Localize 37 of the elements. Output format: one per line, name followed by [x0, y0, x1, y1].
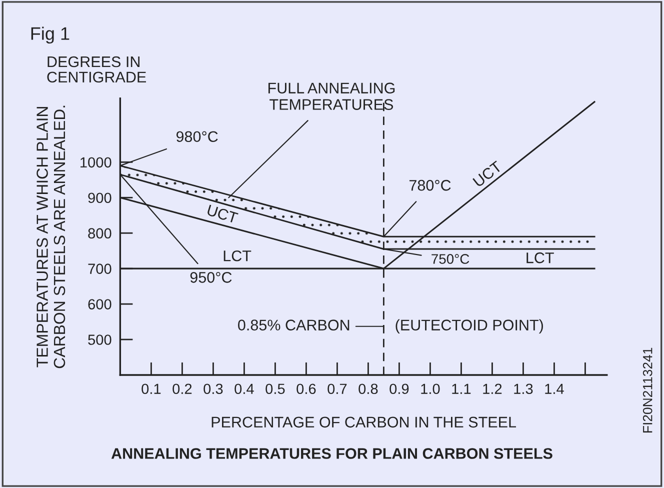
annotation: FULL ANNEALING TEMPERATURES: [268, 82, 395, 110]
y-axis-title: TEMPERATURES AT WHICH PLAIN CARBON STEELS ARE ANNEALED.: [36, 106, 66, 368]
x-tick-label: 1.3: [514, 384, 533, 394]
x-tick-label: 1.4: [545, 384, 564, 394]
annotation: 980°C: [176, 131, 218, 142]
x-tick-label: 0.5: [266, 384, 285, 394]
annotation: 750°C: [432, 254, 470, 264]
annotation: (EUTECTOID POINT): [396, 319, 543, 334]
x-tick-label: 1.2: [483, 384, 502, 394]
x-tick-label: 0.8: [358, 384, 378, 394]
x-tick-label: 0.1: [142, 384, 161, 394]
x-tick-label: 1.0: [421, 384, 440, 394]
annotation: UCT: [472, 160, 503, 188]
annotation: LCT: [526, 252, 554, 264]
x-tick-label: 0.2: [172, 384, 192, 394]
x-tick-label: 0.6: [296, 384, 316, 394]
y-tick-label: 800: [88, 228, 112, 239]
caption: Fig 1: [31, 26, 70, 44]
x-tick-label: 1.1: [452, 384, 471, 394]
y-tick-label: 700: [88, 264, 112, 274]
x-tick-label: 0.4: [234, 384, 254, 394]
x-tick-label: 0.3: [204, 384, 223, 394]
annotation: 950°C: [190, 272, 232, 283]
annotation: 780°C: [409, 180, 451, 191]
x-axis-title: PERCENTAGE OF CARBON IN THE STEEL: [212, 416, 516, 428]
y-tick-label: 600: [88, 299, 112, 310]
y-tick-label: 1000: [80, 157, 112, 168]
annotation: LCT: [224, 250, 252, 262]
text: ANNEALING TEMPERATURES FOR PLAIN CARBON STEELS: [111, 448, 552, 459]
x-tick-label: 0.7: [328, 384, 347, 394]
ref-line-label: 0.85% CARBON: [238, 320, 350, 330]
text: FI20N2113241: [642, 348, 652, 432]
x-tick-label: 0.9: [390, 384, 409, 394]
y-tick-label: 900: [88, 192, 112, 204]
y-tick-label: 500: [88, 334, 112, 345]
annotation: UCT: [206, 204, 238, 224]
text: DEGREES IN CENTIGRADE: [47, 56, 146, 83]
